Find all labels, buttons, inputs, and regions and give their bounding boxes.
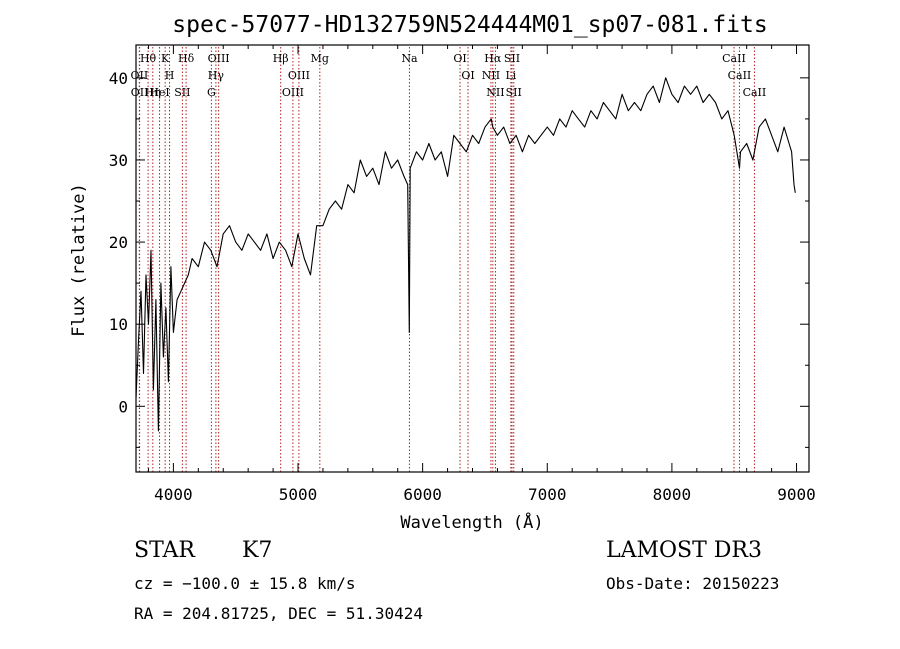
x-tick-label: 6000 (403, 485, 442, 504)
x-tick-label: 9000 (777, 485, 816, 504)
y-tick-label: 0 (118, 397, 128, 416)
x-tick-label: 8000 (653, 485, 692, 504)
y-tick-label: 20 (109, 233, 128, 252)
marker-label: Hδ (178, 52, 195, 65)
spectral-marker-lines (138, 47, 755, 472)
y-tick-label: 10 (109, 315, 128, 334)
marker-label: K (161, 52, 170, 65)
x-tick-label: 4000 (154, 485, 193, 504)
marker-label: OII (131, 69, 149, 82)
marker-label: Hθ (140, 52, 157, 65)
marker-label: CaII (722, 52, 746, 65)
marker-label: Li (505, 69, 516, 82)
marker-label: HeI (149, 86, 169, 99)
marker-label: OIII (208, 52, 230, 65)
marker-label: Hγ (208, 69, 225, 82)
marker-label: NII (482, 69, 500, 82)
x-tick-label: 7000 (528, 485, 567, 504)
object-subclass: K7 (242, 538, 273, 563)
x-tick-label: 5000 (279, 485, 318, 504)
marker-label: OIII (282, 86, 304, 99)
spectrum-line (135, 77, 796, 432)
marker-label: G (207, 86, 216, 99)
x-axis: 4000 5000 6000 7000 8000 9000 (147, 45, 816, 504)
marker-label: OII (131, 86, 149, 99)
plot-frame (135, 44, 810, 473)
survey-name: LAMOST DR3 (606, 538, 762, 563)
marker-label: OI (453, 52, 466, 65)
marker-label: OIII (288, 69, 310, 82)
marker-label: Mg (311, 52, 329, 65)
marker-label: CaII (728, 69, 752, 82)
chart-title: spec-57077-HD132759N524444M01_sp07-081.f… (172, 12, 767, 38)
y-tick-label: 40 (109, 69, 128, 88)
y-axis: 0 10 20 30 40 (109, 69, 809, 448)
y-axis-label: Flux (relative) (69, 183, 89, 337)
marker-label: NII (486, 86, 504, 99)
marker-label: Hα (484, 52, 502, 65)
marker-label: CaII (743, 86, 767, 99)
redshift-velocity: cz = −100.0 ± 15.8 km/s (134, 574, 356, 593)
observation-date: Obs-Date: 20150223 (606, 574, 780, 593)
object-class: STAR (134, 538, 195, 563)
marker-label: SII (504, 52, 520, 65)
marker-label: H (165, 69, 175, 82)
y-tick-label: 30 (109, 151, 128, 170)
marker-label: Na (401, 52, 418, 65)
marker-label: OI (461, 69, 474, 82)
marker-label: SII (506, 86, 522, 99)
x-axis-label: Wavelength (Å) (400, 511, 543, 533)
marker-label: Hβ (273, 52, 289, 65)
sky-coordinates: RA = 204.81725, DEC = 51.30424 (134, 604, 423, 623)
marker-label: SII (174, 86, 190, 99)
marker-label: Hη (145, 86, 161, 99)
